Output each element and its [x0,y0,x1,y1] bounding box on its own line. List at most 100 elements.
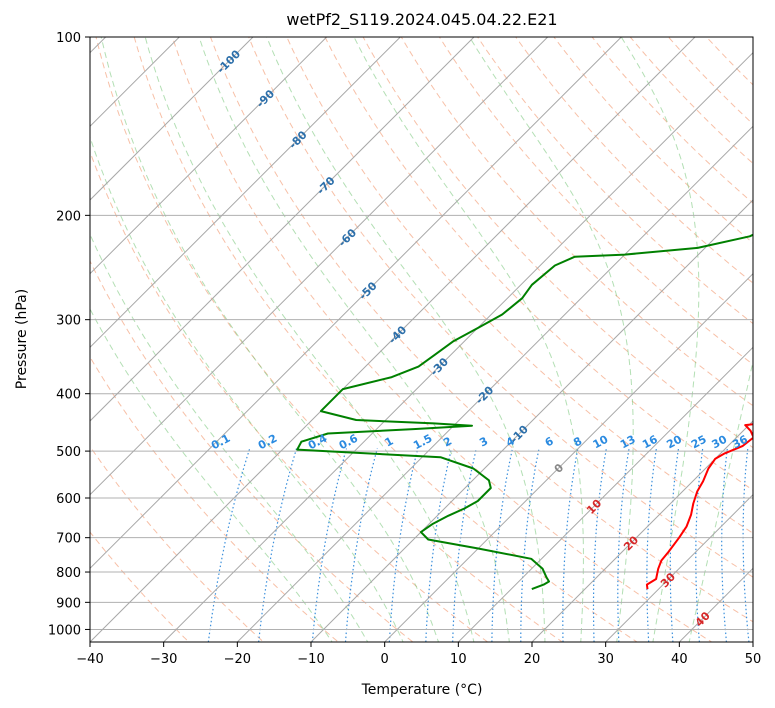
y-axis-label: Pressure (hPa) [14,289,30,389]
dry-adiabat [90,150,489,642]
y-tick-label: 200 [56,209,81,224]
mixing-ratio-label: 1 [383,434,396,449]
x-tick-label: 50 [745,652,762,667]
mixing-ratio-label: 36 [730,433,750,452]
dry-adiabat [90,531,190,642]
x-tick-label: 10 [450,652,467,667]
isotherm-gridline [90,37,696,642]
mixing-ratio-line [425,448,453,642]
x-axis-label: Temperature (°C) [361,682,483,698]
moist-adiabat [100,37,440,642]
isotherm-gridline [90,37,475,422]
x-tick-label: −20 [224,652,251,667]
x-tick-label: 30 [597,652,614,667]
x-tick-label: −40 [76,652,103,667]
moist-adiabats [90,37,753,642]
mixing-ratio-line [721,448,728,642]
dry-adiabat [477,37,753,325]
dry-adiabat [705,37,753,86]
y-tick-label: 900 [56,596,81,611]
isotherm-gridline [90,37,622,570]
dry-adiabat [209,37,753,623]
dry-adiabat [90,445,265,642]
dewpoint-line [296,233,753,591]
dry-adiabat [286,37,753,534]
isotherm-gridline [457,346,753,642]
dry-adiabat [438,37,753,366]
isotherm-gridline [531,420,753,642]
y-tick-label: 700 [56,532,81,547]
dry-adiabat [515,37,753,284]
mixing-ratio-line [765,449,774,655]
isotherm-gridlines [90,37,753,642]
moist-adiabat [469,37,634,642]
mixing-ratio-label: 3 [477,434,490,449]
isotherm-label: 10 [584,497,604,517]
dry-adiabat [667,37,753,125]
isotherm-gridline [678,567,753,642]
isotherm-gridline [90,37,401,349]
dry-adiabat [553,37,753,244]
dry-adiabat [362,37,753,449]
mixing-ratio-line [742,448,750,642]
isotherm-gridline [163,51,753,642]
plot-frame [89,36,754,643]
moist-adiabat [688,358,753,642]
plot-area: 0.1 0.2 0.4 0.6 1 1.5 2 3 4 6 8 10 13 16 20 25 30 36-100-… [90,37,774,655]
mixing-ratio-line [257,448,298,642]
mixing-ratio-line [452,448,477,642]
y-tick-label: 500 [56,445,81,460]
line-labels: 0.1 0.2 0.4 0.6 1 1.5 2 3 4 6 8 10 13 16 20 25 30 36-100-… [209,47,750,629]
y-axis-ticks: 100 200 300 400 500 600 700 800 900 1000 [48,31,90,638]
dry-adiabat [629,37,753,165]
mixing-ratio-label: 20 [664,433,684,452]
mixing-ratio-label: 10 [591,433,611,452]
y-tick-label: 800 [56,566,81,581]
mixing-ratio-label: 0.2 [256,432,279,453]
dry-adiabat [90,259,414,642]
isotherm-label: -100 [215,47,244,76]
dry-adiabat [133,37,638,642]
moist-adiabat [144,37,475,642]
mixing-ratio-label: 8 [571,434,584,449]
isotherm-gridline [310,199,753,642]
moist-adiabat [198,37,510,642]
mixing-ratio-line [646,448,657,642]
isotherm-gridline [90,37,549,496]
mixing-ratio-label: 16 [640,433,660,452]
dry-adiabat [248,37,753,578]
isotherm-gridline [90,37,328,275]
mixing-ratio-line [592,448,607,642]
moist-adiabat [90,308,333,642]
isotherm-gridline [752,641,753,642]
dry-adiabat [591,37,753,204]
isotherm-label: -90 [254,87,277,110]
mixing-ratio-line [562,448,579,642]
mixing-ratio-line [344,448,378,642]
dry-adiabat [90,356,340,642]
x-tick-label: 0 [381,652,389,667]
mixing-ratio-label: 25 [689,433,709,452]
mixing-ratio-label: 2 [441,434,454,449]
temperature-line [645,423,753,590]
dry-adiabat [400,37,753,407]
y-tick-label: 600 [56,492,81,507]
dry-adiabat [171,37,713,642]
mixing-ratio-label: 1.5 [411,432,434,453]
y-tick-label: 300 [56,314,81,329]
chart-title: wetPf2_S119.2024.045.04.22.E21 [286,10,557,30]
moist-adiabat [353,37,584,642]
isotherm-gridline [384,272,753,642]
x-tick-label: 20 [524,652,541,667]
y-tick-label: 400 [56,388,81,403]
isotherm-gridline [236,125,753,642]
isotherm-gridline [605,493,753,642]
y-tick-label: 100 [56,31,81,46]
mixing-ratio-label: 30 [710,433,730,452]
sounding-series [296,233,753,591]
mixing-ratio-label: 13 [618,433,638,452]
x-axis-ticks: −40 −30 −20 −10 0 10 20 30 40 50 [76,642,761,667]
moist-adiabat [266,37,546,642]
y-tick-label: 1000 [48,623,81,638]
